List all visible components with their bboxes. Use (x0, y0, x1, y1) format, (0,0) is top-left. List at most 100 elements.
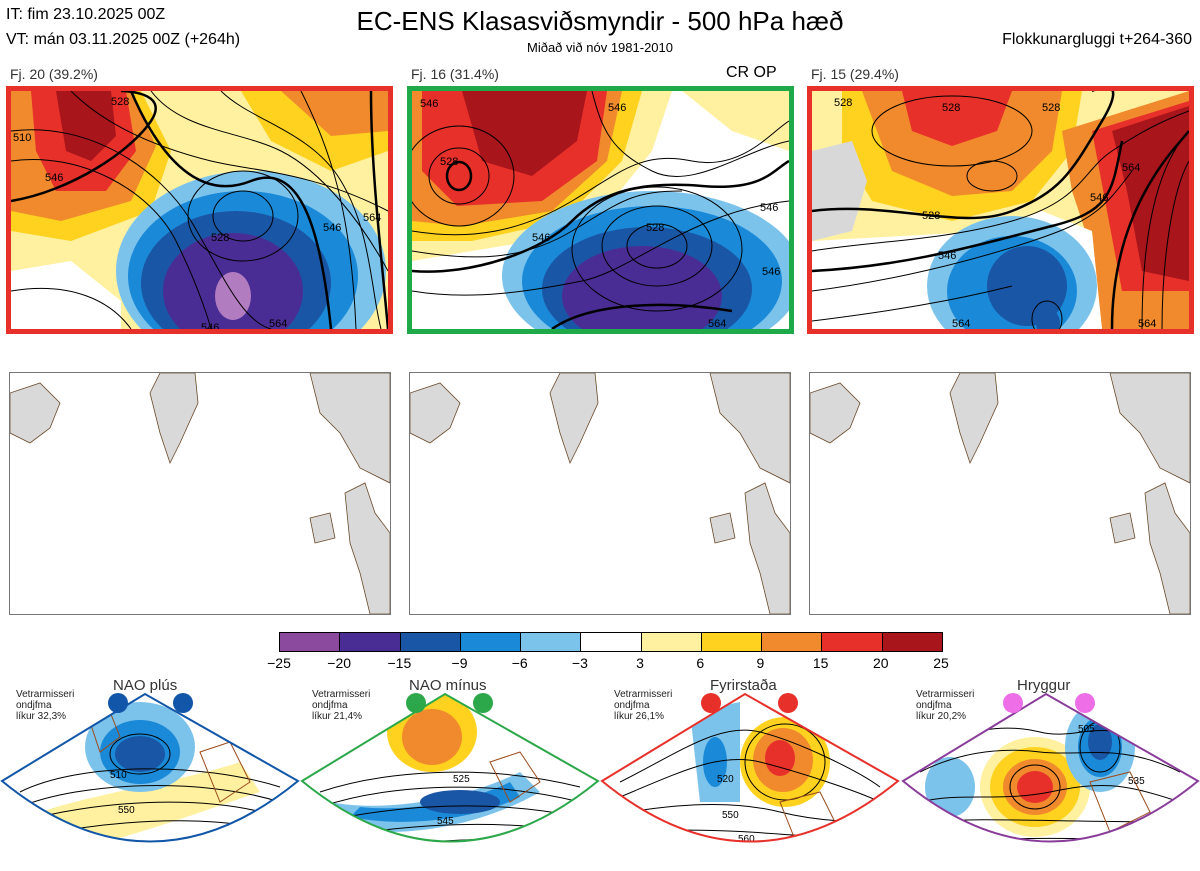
cluster-3-contour-label: 564 (1138, 318, 1156, 329)
regime-1-marker (173, 693, 193, 713)
regime-1-frame (0, 692, 300, 843)
regime-4-title: Hryggur (1017, 677, 1071, 694)
cluster-1-contour-label: 546 (201, 322, 219, 329)
regime-1-contour-label: 550 (118, 805, 135, 816)
cluster-2-contour-label: 546 (420, 98, 438, 110)
cluster-3-anomaly-field: 528 528 528 546 528 546 564 564 564 (812, 91, 1189, 329)
legend-tick-labels: −25 −20 −15 −9 −6 −3 3 6 9 15 20 25 (259, 655, 959, 673)
regime-2-contour-label: 565 (447, 850, 464, 861)
cluster-3-contour-label: 528 (942, 102, 960, 114)
cluster-2-label: Fj. 16 (31.4%) (411, 66, 499, 82)
cluster-1-contour-label: 510 (13, 132, 31, 144)
regime-4-marker (1003, 693, 1023, 713)
regime-1-map: 510 550 (2, 694, 298, 842)
regime-3-marker (701, 693, 721, 713)
legend-tick-label: 20 (873, 655, 889, 671)
cluster-1-label: Fj. 20 (39.2%) (10, 66, 98, 82)
cluster-3-contour-label: 528 (922, 210, 940, 222)
regime-3-map: 520 550 560 (602, 694, 898, 845)
cluster-3-contour-label: 528 (834, 97, 852, 109)
cluster-3-contour-label: 564 (952, 318, 970, 329)
cluster-3-contour-label: 546 (938, 250, 956, 262)
regime-maps: 510 550 525 545 565 (0, 692, 1200, 861)
cluster-1-map: 528 546 546 564 528 546 564 510 (6, 86, 393, 334)
regime-2-marker (406, 693, 426, 713)
clustering-window: Flokkunargluggi t+264-360 (1002, 31, 1192, 48)
legend-tick-label: −9 (451, 655, 468, 671)
legend-tick-label: 9 (756, 655, 765, 671)
cluster-3-contour-label: 528 (1042, 102, 1060, 114)
regime-2-note: Vetrarmisseri ondjfma líkur 21,4% (312, 689, 371, 722)
legend-color-bin (640, 633, 701, 651)
cluster-2-contour-label: 546 (760, 202, 778, 214)
regime-2-contour-label: 525 (453, 774, 470, 785)
cluster-1-contour-label: 546 (323, 222, 341, 234)
regime-2-title: NAO mínus (409, 677, 487, 694)
regime-3-marker (778, 693, 798, 713)
cluster-2-contour-label: 564 (708, 318, 726, 329)
cluster-1-contour-label: 564 (363, 212, 381, 224)
regime-3-contour-label: 520 (717, 774, 734, 785)
cluster-1-contour-label: 528 (211, 232, 229, 244)
regime-3-note: Vetrarmisseri ondjfma líkur 26,1% (614, 689, 673, 722)
regime-3-title: Fyrirstaða (710, 677, 777, 694)
legend-tick-label: −6 (511, 655, 528, 671)
anomaly-color-legend (279, 632, 943, 652)
cluster-2-contour-label: 546 (608, 102, 626, 114)
page-subtitle: Miðað við nóv 1981-2010 (527, 40, 673, 55)
regime-2-contour-label: 545 (437, 816, 454, 827)
legend-tick-label: −3 (571, 655, 588, 671)
regime-4-marker (1075, 693, 1095, 713)
cluster-3-contour-label: 564 (1122, 162, 1140, 174)
cluster-3-map: 528 528 528 546 528 546 564 564 564 (807, 86, 1194, 334)
legend-color-bin (280, 633, 340, 651)
legend-tick-label: 6 (696, 655, 705, 671)
legend-color-bin (580, 633, 641, 651)
legend-color-bin (821, 633, 882, 651)
regime-1-contour-label: 510 (110, 770, 127, 781)
regime-4-map: 505 535 560 (903, 694, 1198, 851)
legend-tick-label: 15 (812, 655, 829, 671)
page-title: EC-ENS Klasasviðsmyndir - 500 hPa hæð (356, 6, 844, 36)
legend-color-bin (881, 633, 942, 651)
legend-color-bin (339, 633, 400, 651)
empty-map-1 (9, 372, 391, 615)
regime-3-frame (600, 692, 900, 843)
cluster-1-anomaly-field: 528 546 546 564 528 546 564 510 (11, 91, 388, 329)
regime-2-map: 525 545 565 (302, 694, 598, 861)
cluster-2-anomaly-field: 546 528 546 546 528 546 564 546 (412, 91, 789, 329)
regime-1-note: Vetrarmisseri ondjfma líkur 32,3% (16, 689, 75, 722)
regime-4-contour-label: 535 (1128, 776, 1145, 787)
valid-time: VT: mán 03.11.2025 00Z (+264h) (6, 31, 241, 48)
cluster-2-contour-label: 528 (646, 222, 664, 234)
regime-1-title: NAO plús (113, 677, 178, 694)
empty-map-3 (809, 372, 1191, 615)
legend-color-bin (520, 633, 581, 651)
cluster-2-tag: CR OP (726, 64, 777, 81)
regime-2-frame (300, 692, 600, 843)
cluster-2-contour-label: 546 (762, 266, 780, 278)
legend-color-bin (761, 633, 822, 651)
regime-4-contour-label: 560 (1093, 840, 1110, 851)
cluster-2-contour-label: 546 (532, 232, 550, 244)
empty-map-2 (409, 372, 791, 615)
regime-2-marker (473, 693, 493, 713)
regime-3-contour-label: 560 (738, 834, 755, 845)
regime-4-note: Vetrarmisseri ondjfma líkur 20,2% (916, 689, 975, 722)
legend-tick-label: 25 (933, 655, 949, 671)
legend-tick-label: −25 (267, 655, 291, 671)
regime-3-contour-label: 550 (722, 810, 739, 821)
cluster-2-contour-label: 528 (440, 156, 458, 168)
regime-4-contour-label: 505 (1078, 724, 1095, 735)
legend-color-bin (399, 633, 460, 651)
legend-tick-label: 3 (636, 655, 644, 671)
cluster-1-contour-label: 564 (269, 318, 287, 329)
cluster-3-label: Fj. 15 (29.4%) (811, 66, 899, 82)
regime-1-marker (108, 693, 128, 713)
legend-color-bin (459, 633, 521, 651)
legend-tick-label: −20 (327, 655, 352, 671)
cluster-1-contour-label: 528 (111, 96, 129, 108)
cluster-3-contour-label: 546 (1090, 192, 1108, 204)
cluster-2-map: 546 528 546 546 528 546 564 546 (407, 86, 794, 334)
legend-color-bin (700, 633, 762, 651)
